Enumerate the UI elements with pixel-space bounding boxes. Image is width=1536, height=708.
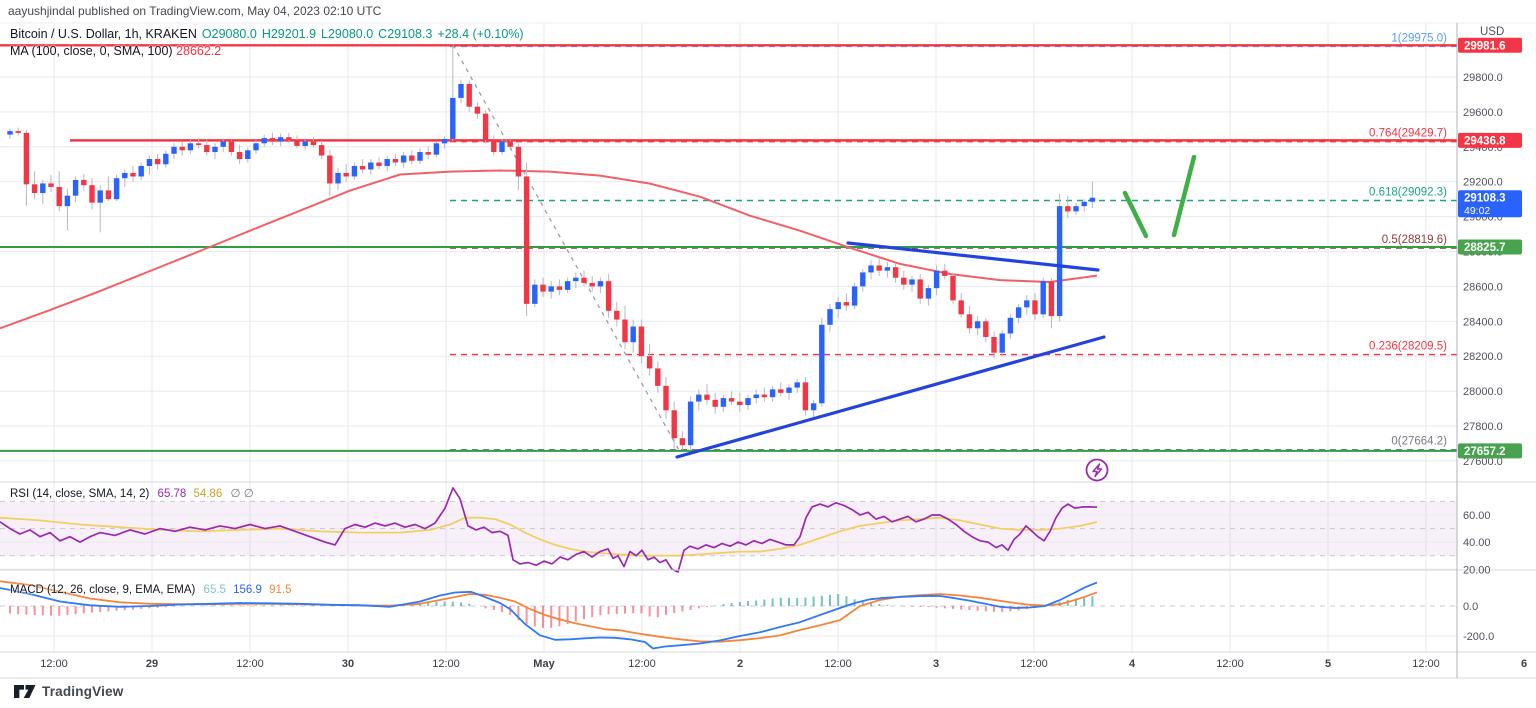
macd-value: 156.9 [233,584,262,596]
svg-text:0.236(28209.5): 0.236(28209.5) [1369,341,1447,353]
currency-label: USD [1480,26,1505,38]
svg-text:0.618(29092.3): 0.618(29092.3) [1369,186,1447,198]
svg-text:40.00: 40.00 [1463,537,1491,549]
rsi-hidden-values: ∅ ∅ [230,488,254,500]
svg-text:0.764(29429.7): 0.764(29429.7) [1369,128,1447,140]
svg-text:12:00: 12:00 [1412,658,1440,670]
tradingview-watermark[interactable]: TradingView [14,684,123,699]
svg-text:27600.0: 27600.0 [1463,456,1503,468]
tradingview-logo-text: TradingView [42,684,124,699]
svg-text:12:00: 12:00 [824,658,852,670]
svg-text:29600.0: 29600.0 [1463,107,1503,119]
legend-symbol-row[interactable]: Bitcoin / U.S. Dollar, 1h, KRAKEN O29080.… [10,26,524,43]
svg-text:29436.8: 29436.8 [1464,135,1506,147]
price-axis[interactable] [1457,22,1536,652]
svg-text:29200.0: 29200.0 [1463,177,1503,189]
byline: aayushjindal published on TradingView.co… [8,4,382,18]
ohlc-open: O29080.0 [201,27,257,41]
price-change: +28.4 (+0.10%) [437,27,524,41]
ma-value: 28662.2 [176,44,222,58]
tradingview-logo-icon [14,684,36,698]
svg-text:60.00: 60.00 [1463,510,1491,522]
svg-text:4: 4 [1129,658,1136,670]
svg-text:12:00: 12:00 [1216,658,1244,670]
svg-text:12:00: 12:00 [40,658,68,670]
svg-text:28200.0: 28200.0 [1463,351,1503,363]
svg-text:12:00: 12:00 [1020,658,1048,670]
svg-text:29: 29 [146,658,158,670]
rsi-value: 65.78 [157,488,187,500]
svg-text:3: 3 [933,658,939,670]
ohlc-high: H29201.9 [261,27,317,41]
rsi-label: RSI (14, close, SMA, 14, 2) [10,488,150,500]
svg-text:49:02: 49:02 [1464,205,1490,217]
svg-text:12:00: 12:00 [432,658,460,670]
svg-text:29800.0: 29800.0 [1463,72,1503,84]
svg-text:0.5(28819.6): 0.5(28819.6) [1382,234,1447,246]
svg-text:28000.0: 28000.0 [1463,386,1503,398]
time-axis[interactable] [0,652,1457,678]
svg-text:12:00: 12:00 [628,658,656,670]
svg-text:28600.0: 28600.0 [1463,281,1503,293]
svg-text:29981.6: 29981.6 [1464,40,1506,52]
svg-text:2: 2 [737,658,743,670]
svg-text:28400.0: 28400.0 [1463,316,1503,328]
legend-rsi-row[interactable]: RSI (14, close, SMA, 14, 2) 65.78 54.86 … [10,486,254,500]
svg-text:27800.0: 27800.0 [1463,421,1503,433]
ohlc-close: C29108.3 [378,27,433,41]
svg-text:1(29975.0): 1(29975.0) [1391,32,1447,44]
svg-text:5: 5 [1325,658,1331,670]
svg-text:May: May [533,658,555,670]
svg-text:-200.0: -200.0 [1463,631,1494,643]
svg-text:12:00: 12:00 [236,658,264,670]
macd-label: MACD (12, 26, close, 9, EMA, EMA) [10,584,196,596]
svg-text:0(27664.2): 0(27664.2) [1391,436,1447,448]
svg-text:20.00: 20.00 [1463,564,1491,576]
svg-text:0.0: 0.0 [1463,601,1478,613]
svg-text:30: 30 [342,658,354,670]
symbol-title: Bitcoin / U.S. Dollar, 1h, KRAKEN [10,27,197,41]
svg-text:28825.7: 28825.7 [1464,242,1506,254]
legend-macd-row[interactable]: MACD (12, 26, close, 9, EMA, EMA) 65.5 1… [10,584,292,596]
svg-text:29108.3: 29108.3 [1464,193,1506,205]
svg-text:27657.2: 27657.2 [1464,446,1506,458]
svg-text:6: 6 [1521,658,1527,670]
macd-signal-value: 91.5 [269,584,292,596]
legend-ma-row[interactable]: MA (100, close, 0, SMA, 100) 28662.2 [10,44,221,58]
macd-hist-value: 65.5 [203,584,226,596]
ma-label: MA (100, close, 0, SMA, 100) [10,44,173,58]
rsi-ma-value: 54.86 [193,488,223,500]
ohlc-low: L29080.0 [321,27,374,41]
